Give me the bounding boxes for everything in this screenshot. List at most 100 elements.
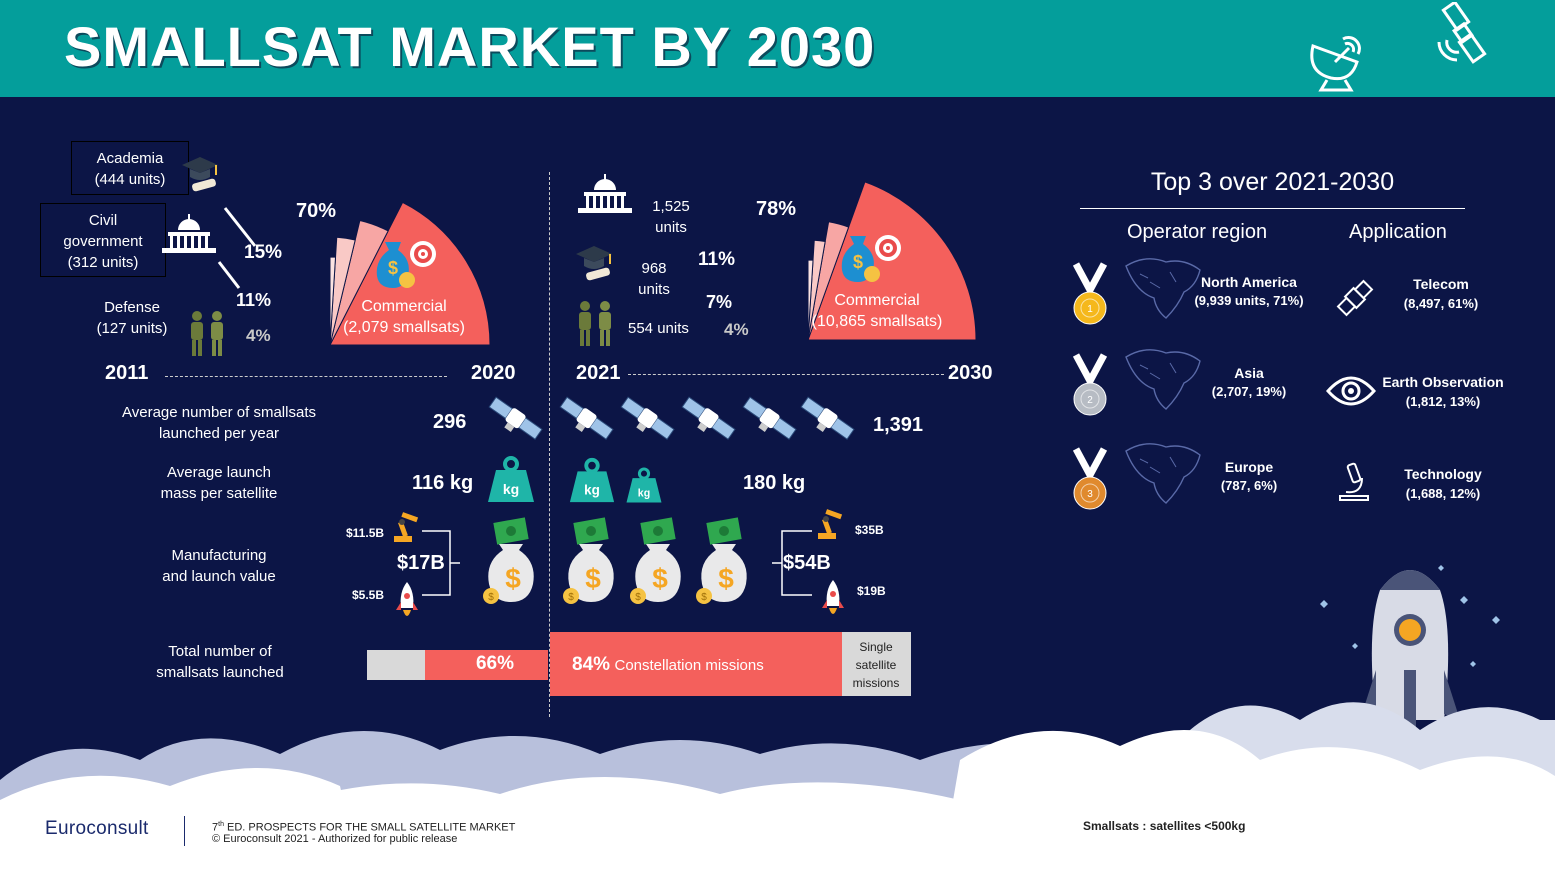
commercial-units-left: (2,079 smallsats) <box>343 319 465 336</box>
civil-units-right: 1,525 units <box>640 196 702 238</box>
total-label: Total number of smallsats launched <box>130 641 310 683</box>
defense-units-right: 554 units <box>628 320 689 337</box>
civil-units-right-line1: 1,525 <box>652 198 690 215</box>
value-2020-total: $17B <box>397 552 445 574</box>
launched-label: Average number of smallsats launched per… <box>90 402 348 444</box>
commercial-pct-left: 70% <box>296 200 337 222</box>
civil-label-line2: government <box>63 233 143 250</box>
svg-text:kg: kg <box>638 487 650 499</box>
application-detail: (1,688, 12%) <box>1405 486 1481 501</box>
civil-units: (312 units) <box>67 254 139 271</box>
bracket-2030 <box>772 530 812 596</box>
region-detail: (787, 6%) <box>1220 478 1278 493</box>
fan-slice-academia-left <box>329 219 389 346</box>
application-detail: (8,497, 61%) <box>1403 296 1479 311</box>
academia-label: Academia <box>96 150 164 167</box>
svg-text:$: $ <box>635 592 641 603</box>
money-bag-icon: $ $ <box>696 516 752 613</box>
academia-pct-left: 15% <box>244 242 283 263</box>
total-2030-text: Constellation missions <box>614 657 764 674</box>
svg-text:$: $ <box>718 563 734 594</box>
timeline-right <box>628 374 944 375</box>
launched-2020-value: 296 <box>433 411 467 433</box>
fan-slice-civil-right <box>807 221 850 341</box>
svg-text:1: 1 <box>1087 304 1093 315</box>
mass-label-line2: mass per satellite <box>160 485 278 502</box>
total-2030-pct: 84% <box>572 654 611 675</box>
satellite-icon <box>678 392 738 451</box>
region-map-icon <box>1120 252 1206 339</box>
total-label-line1: Total number of <box>168 643 272 660</box>
region-detail: (9,939 units, 71%) <box>1194 293 1304 308</box>
svg-text:$: $ <box>701 592 707 603</box>
civil-label-line1: Civil <box>88 212 118 229</box>
academia-units-right-line2: units <box>638 281 670 298</box>
satellite-icon <box>739 392 799 451</box>
value-2020-launch: $5.5B <box>352 588 385 602</box>
rocket-icon <box>822 580 844 614</box>
weight-kg-icon: kg <box>568 456 616 509</box>
leader-lines-left <box>217 207 257 289</box>
svg-text:$: $ <box>853 252 863 272</box>
defense-units: (127 units) <box>96 320 168 337</box>
government-building-icon <box>578 174 632 213</box>
launched-label-line1: Average number of smallsats <box>122 404 316 421</box>
euroconsult-logo: Euroconsult <box>45 818 149 839</box>
region-map-icon <box>1120 437 1206 524</box>
defense-label: Defense <box>104 299 160 316</box>
satellite-icon <box>485 392 545 451</box>
satellite-icon <box>556 392 616 451</box>
value-2030-launch: $19B <box>857 584 886 598</box>
svg-text:$: $ <box>388 258 398 278</box>
year-2030: 2030 <box>948 362 993 384</box>
academia-units-right: 968 units <box>626 258 682 300</box>
svg-text:2: 2 <box>1087 395 1093 406</box>
value-label: Manufacturing and launch value <box>130 545 308 587</box>
application-entry: Telecom (8,497, 61%) <box>1396 276 1486 311</box>
defense-pct-right: 4% <box>724 320 749 339</box>
application-entry: Earth Observation (1,812, 13%) <box>1380 374 1506 409</box>
eye-icon <box>1325 374 1377 413</box>
region-entry: North America (9,939 units, 71%) <box>1186 274 1312 308</box>
academia-units: (444 units) <box>94 171 166 188</box>
mass-label: Average launch mass per satellite <box>120 462 318 504</box>
svg-text:$: $ <box>505 563 521 594</box>
launched-2030-value: 1,391 <box>873 414 924 436</box>
application-entry: Technology (1,688, 12%) <box>1398 466 1488 501</box>
commercial-name-left: Commercial <box>361 298 447 315</box>
footer-edition: 7th ED. PROSPECTS FOR THE SMALL SATELLIT… <box>212 817 515 836</box>
weight-kg-icon: kg <box>625 466 663 509</box>
fan-slice-civil-left <box>329 236 356 346</box>
total-bar-2030: 84% Constellation missions Single satell… <box>550 632 911 696</box>
total-2020-pct: 66% <box>475 653 514 674</box>
mass-label-line1: Average launch <box>167 464 271 481</box>
region-name: North America <box>1201 274 1297 290</box>
total-2030-label: 84% Constellation missions <box>572 654 764 676</box>
bracket-2020 <box>422 530 460 596</box>
header-bar: SMALLSAT MARKET BY 2030 <box>0 0 1555 97</box>
total-bar-2020: 66% <box>367 650 548 680</box>
svg-text:$: $ <box>568 592 574 603</box>
civil-units-right-line2: units <box>655 219 687 236</box>
single-missions-label: Single satellite missions <box>841 638 911 692</box>
application-name: Technology <box>1404 466 1482 482</box>
soldiers-icon <box>579 301 611 346</box>
medal-gold-icon: 1 <box>1068 262 1112 335</box>
total-label-line2: smallsats launched <box>156 664 284 681</box>
edition-suffix: th <box>218 821 224 828</box>
single-line3: missions <box>852 676 900 690</box>
satellite-icon <box>1437 2 1487 64</box>
robot-arm-icon <box>394 512 419 542</box>
money-bag-icon: $ $ <box>630 516 686 613</box>
region-name: Europe <box>1224 459 1274 475</box>
defense-label-box: Defense (127 units) <box>82 297 182 339</box>
region-entry: Asia (2,707, 19%) <box>1186 365 1312 399</box>
application-name: Telecom <box>1413 276 1469 292</box>
region-name: Asia <box>1234 365 1264 381</box>
application-detail: (1,812, 13%) <box>1405 394 1481 409</box>
footer-divider <box>184 816 185 846</box>
money-bag-icon: $ $ <box>563 516 619 613</box>
fan-chart-2021-2030 <box>807 181 977 341</box>
value-2020-manuf: $11.5B <box>346 526 385 540</box>
